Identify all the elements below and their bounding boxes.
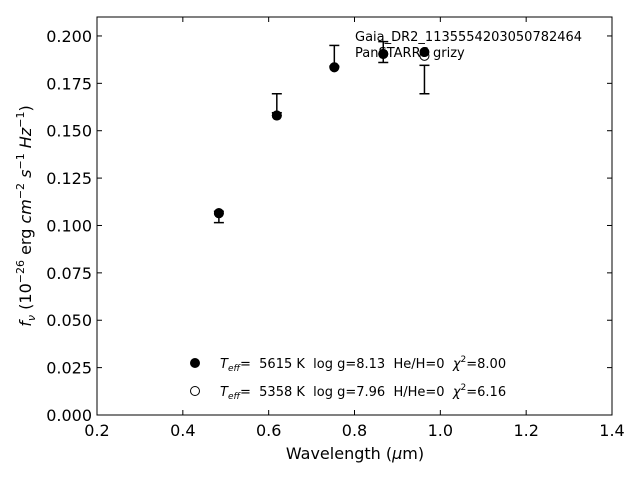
model-point-filled bbox=[419, 47, 430, 58]
legend-marker-open bbox=[190, 386, 200, 396]
legend-marker-filled bbox=[190, 358, 200, 368]
x-tick-label: 1.4 bbox=[599, 421, 624, 440]
model-point-filled bbox=[329, 62, 340, 73]
x-axis-ticks: 0.2 0.4 0.6 0.8 1.0 1.2 1.4 bbox=[84, 17, 625, 440]
legend-label-filled: Teff= 5615 K log g=8.13 He/H=0 χ2=8.00 bbox=[220, 355, 506, 374]
plot-area bbox=[96, 16, 613, 416]
y-tick-label: 0.025 bbox=[46, 359, 92, 378]
y-tick-label: 0.000 bbox=[46, 406, 92, 425]
x-tick-label: 1.2 bbox=[513, 421, 538, 440]
model-point-filled bbox=[271, 110, 282, 121]
error-bar bbox=[419, 64, 430, 95]
annotation-source: Gaia_DR2_1135554203050782464 bbox=[355, 30, 582, 45]
y-tick-label: 0.200 bbox=[46, 27, 92, 46]
y-tick-label: 0.125 bbox=[46, 169, 92, 188]
x-tick-label: 0.2 bbox=[84, 421, 109, 440]
legend-label-open: Teff= 5358 K log g=7.96 H/He=0 χ2=6.16 bbox=[220, 383, 506, 402]
y-tick-label: 0.150 bbox=[46, 122, 92, 141]
model-point-filled bbox=[213, 208, 224, 219]
model-points bbox=[213, 47, 430, 219]
y-tick-label: 0.075 bbox=[46, 264, 92, 283]
model-point-filled bbox=[378, 48, 389, 59]
x-tick-label: 0.8 bbox=[342, 421, 367, 440]
y-tick-label: 0.050 bbox=[46, 311, 92, 330]
x-tick-label: 1.0 bbox=[428, 421, 453, 440]
y-tick-label: 0.175 bbox=[46, 74, 92, 93]
y-axis-ticks: 0.000 0.025 0.050 0.075 0.100 0.125 0.150 0.175… bbox=[46, 27, 612, 425]
legend: Teff= 5615 K log g=8.13 He/H=0 χ2=8.00 T… bbox=[190, 355, 506, 402]
y-axis-label: fν (10−26 erg cm−2 s−1 Hz−1) bbox=[14, 105, 38, 326]
x-axis-label: Wavelength (μm) bbox=[286, 444, 424, 463]
x-tick-label: 0.4 bbox=[170, 421, 195, 440]
annotation-photometry: PanSTARRS grizy bbox=[355, 46, 465, 61]
y-tick-label: 0.100 bbox=[46, 216, 92, 235]
x-tick-label: 0.6 bbox=[256, 421, 281, 440]
